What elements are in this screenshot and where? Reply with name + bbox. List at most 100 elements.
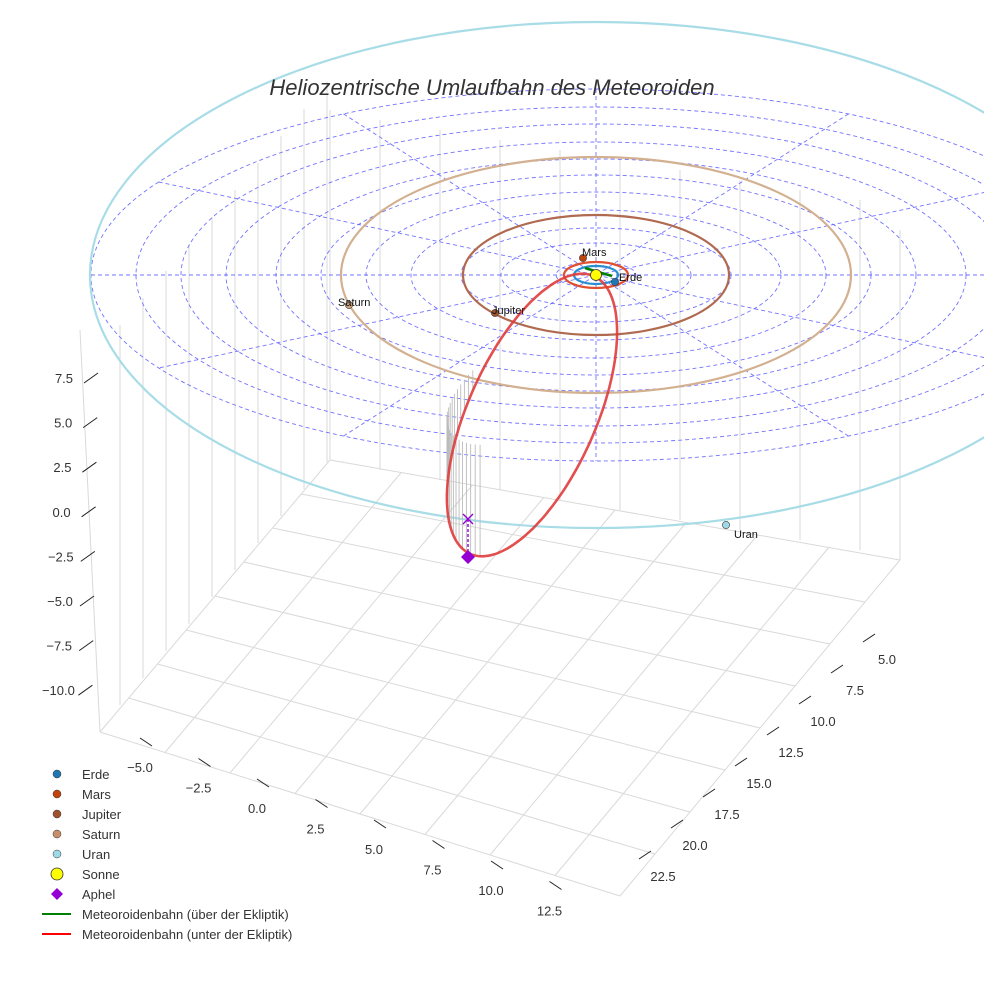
- z-tick: [78, 640, 94, 652]
- floor-grid-line: [554, 547, 830, 876]
- axes: 7.5 5.0 2.5 0.0 −2.5 −5.0 −7.5 −10.0 −5.0 −2.5 0.0…: [42, 371, 896, 919]
- legend-marker: [50, 867, 64, 881]
- legend-label: Erde: [82, 767, 109, 782]
- y-tick: [670, 819, 684, 829]
- meteoroid-orbit-below-ecliptic: [445, 272, 619, 558]
- y-tick: [766, 726, 780, 736]
- legend-marker: [52, 789, 62, 799]
- aphel-marker: [461, 513, 475, 564]
- box-grid: [79, 82, 901, 897]
- x-tick-label: 0.0: [248, 801, 266, 816]
- y-tick-label: 7.5: [846, 683, 864, 698]
- planet-label-saturn: Saturn: [338, 297, 370, 309]
- y-tick: [830, 664, 844, 674]
- floor-grid-line: [214, 595, 761, 729]
- legend-marker: [52, 829, 62, 839]
- aphel-projection-mark: [462, 513, 474, 525]
- legend-item: Meteoroidenbahn (über der Ekliptik): [42, 907, 289, 922]
- planet-label-jupiter: Jupiter: [492, 305, 525, 317]
- floor-grid-line: [272, 527, 831, 645]
- y-tick-label: 10.0: [810, 714, 835, 729]
- legend-item: Sonne: [50, 867, 120, 882]
- planet-label-uran: Uran: [734, 529, 758, 541]
- legend-item: Aphel: [51, 887, 115, 902]
- legend-item: Saturn: [52, 827, 120, 842]
- z-tick: [83, 372, 99, 384]
- x-tick-label: 12.5: [537, 904, 562, 919]
- y-tick-label: 20.0: [682, 838, 707, 853]
- floor-grid-line: [301, 493, 866, 603]
- planet-label-mars: Mars: [582, 247, 607, 259]
- y-tick: [638, 850, 652, 860]
- x-tick: [373, 819, 387, 829]
- legend-label: Jupiter: [82, 807, 122, 822]
- x-tick: [315, 799, 328, 808]
- y-tick-label: 17.5: [714, 807, 739, 822]
- x-tick-label: −5.0: [127, 760, 153, 775]
- legend-item: Uran: [52, 847, 110, 862]
- planet-orbits: [89, 20, 984, 530]
- floor-grid-line: [243, 561, 796, 687]
- legend: Erde Mars Jupiter Saturn Uran Sonne Aphel Meteo…: [42, 767, 292, 942]
- x-tick-label: 5.0: [365, 842, 383, 857]
- planet-label-erde: Erde: [619, 272, 642, 284]
- y-tick: [862, 633, 876, 643]
- y-tick-label: 5.0: [878, 652, 896, 667]
- legend-marker: [51, 888, 63, 900]
- floor-grid-line: [424, 522, 687, 835]
- legend-marker: [52, 769, 62, 779]
- planet-saturn: [345, 301, 353, 309]
- z-tick: [82, 417, 98, 429]
- y-tick-label: 15.0: [746, 776, 771, 791]
- planet-jupiter: [491, 309, 499, 317]
- legend-label: Meteoroidenbahn (über der Ekliptik): [82, 907, 289, 922]
- x-tick-label: 7.5: [423, 863, 441, 878]
- x-tick: [198, 758, 211, 767]
- planet-uran: [722, 521, 730, 529]
- legend-item: Jupiter: [52, 807, 122, 822]
- z-tick: [78, 684, 93, 696]
- ecliptic-grid-radial: [343, 113, 849, 437]
- z-tick-label: 7.5: [55, 371, 73, 386]
- ecliptic-grid-radial: [158, 192, 984, 369]
- orbit-saturn: [339, 155, 853, 395]
- ecliptic-grid-radial: [158, 181, 984, 358]
- legend-label: Aphel: [82, 887, 115, 902]
- planet-erde: [611, 278, 619, 286]
- z-tick: [79, 595, 95, 607]
- x-tick-label: −2.5: [186, 781, 212, 796]
- legend-item: Mars: [52, 787, 111, 802]
- x-tick: [490, 860, 504, 870]
- x-tick: [549, 881, 562, 890]
- legend-label: Meteoroidenbahn (unter der Ekliptik): [82, 927, 292, 942]
- z-tick-label: −7.5: [46, 639, 72, 654]
- z-tick: [80, 550, 96, 562]
- planet-mars: [579, 254, 587, 262]
- legend-label: Sonne: [82, 867, 120, 882]
- y-tick-label: 22.5: [650, 869, 675, 884]
- y-tick: [734, 757, 748, 767]
- floor-grid-line: [489, 534, 758, 856]
- x-tick: [256, 778, 270, 788]
- orbit-mars: [562, 260, 630, 290]
- chart-title: Heliozentrische Umlaufbahn des Meteoroid…: [269, 75, 714, 100]
- z-tick-label: 0.0: [53, 505, 71, 520]
- legend-label: Mars: [82, 787, 111, 802]
- legend-marker: [52, 849, 62, 859]
- z-tick-label: 5.0: [54, 416, 72, 431]
- y-tick: [702, 788, 716, 798]
- aphel-diamond: [461, 550, 475, 564]
- legend-item: Meteoroidenbahn (unter der Ekliptik): [42, 927, 292, 942]
- legend-item: Erde: [52, 767, 109, 782]
- x-tick-label: 10.0: [478, 883, 503, 898]
- x-tick-label: 2.5: [306, 822, 324, 837]
- legend-label: Saturn: [82, 827, 120, 842]
- bodies: Erde Mars Jupiter Saturn Uran: [338, 247, 758, 541]
- x-tick: [432, 840, 445, 849]
- y-tick: [798, 695, 812, 705]
- z-tick: [82, 461, 97, 473]
- z-tick-label: −10.0: [42, 683, 75, 698]
- orbit-uran: [89, 20, 984, 530]
- z-tick: [81, 506, 96, 518]
